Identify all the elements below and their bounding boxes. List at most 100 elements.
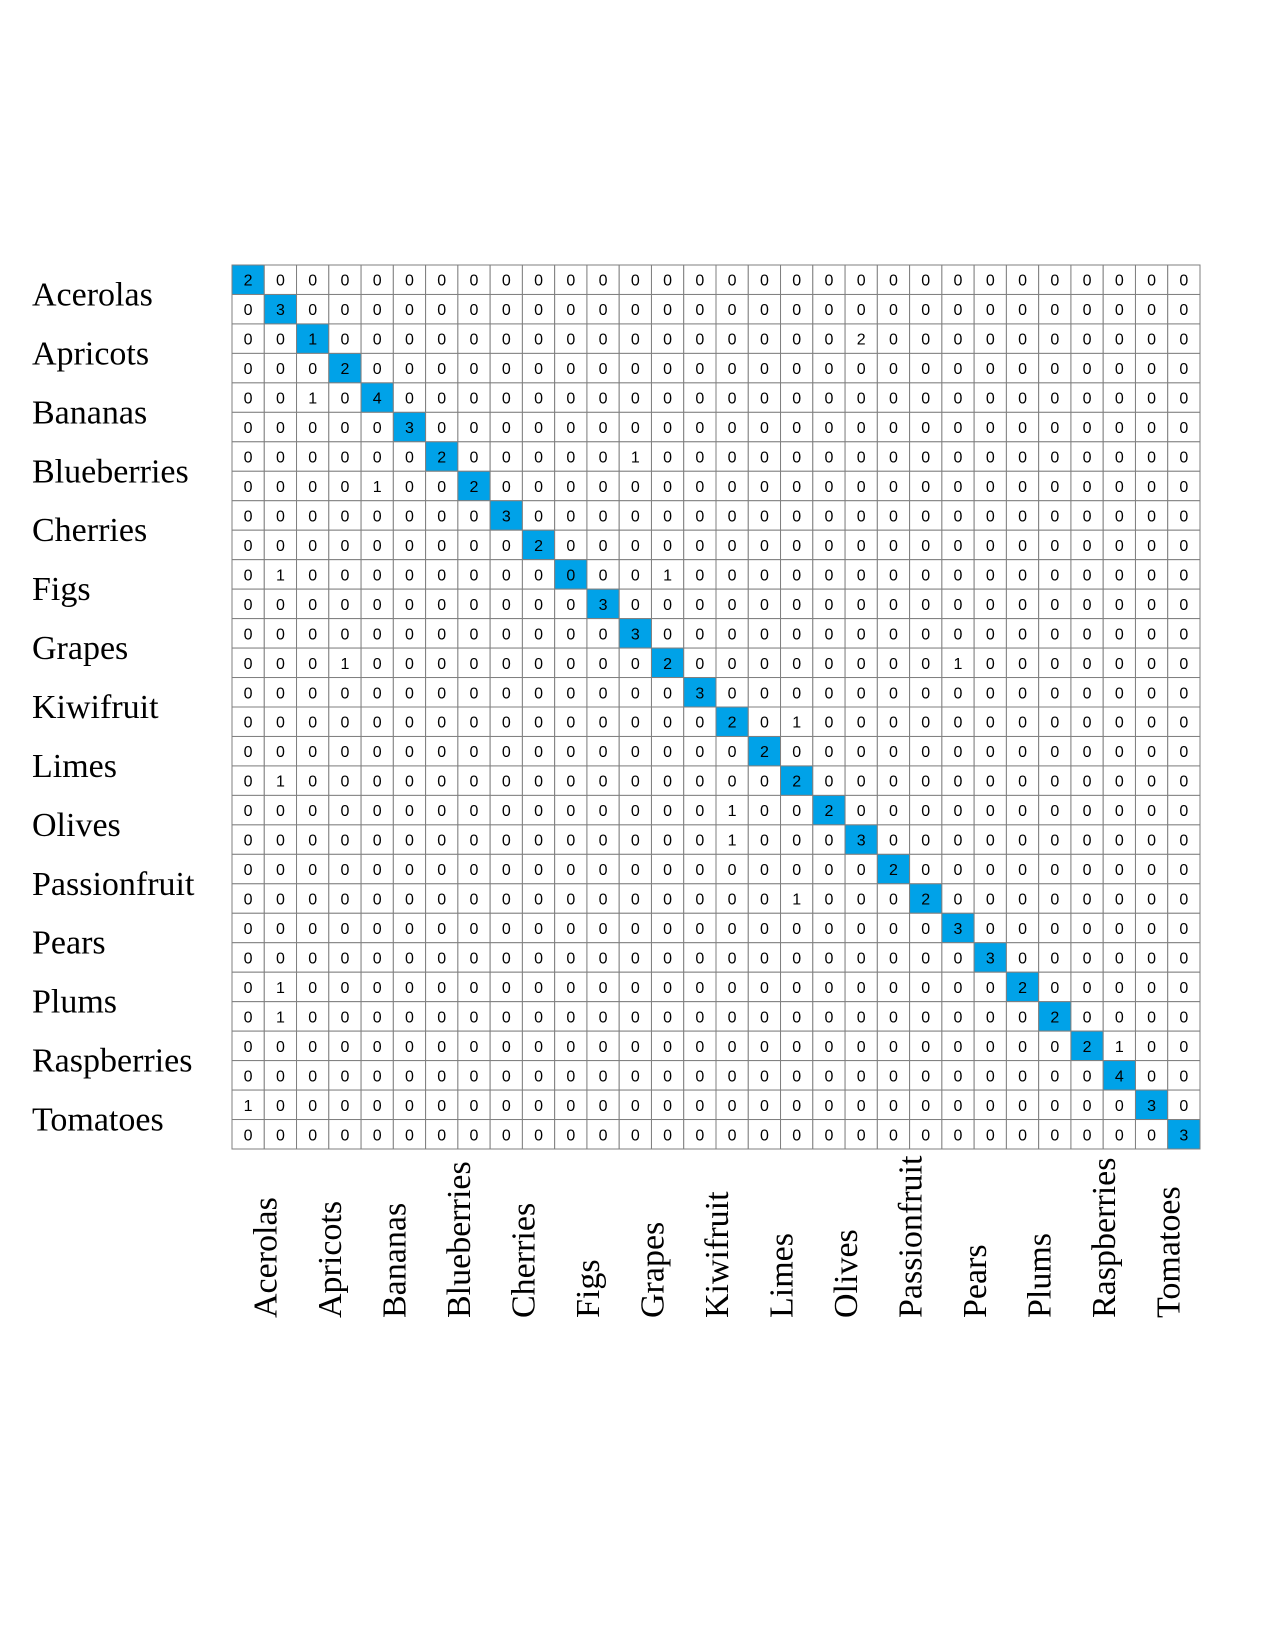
- matrix-cell: [586, 470, 620, 502]
- cell-value: 0: [792, 1068, 801, 1085]
- cell-value: 0: [889, 685, 898, 702]
- cell-value: 0: [1179, 715, 1188, 732]
- column-label: Bananas: [376, 1203, 413, 1318]
- cell-value: 0: [792, 1009, 801, 1026]
- cell-value: 0: [437, 302, 446, 319]
- cell-value: 0: [695, 1127, 704, 1144]
- matrix-cell: [586, 559, 620, 590]
- cell-value: 0: [889, 538, 898, 555]
- cell-value: 0: [792, 685, 801, 702]
- cell-value: 0: [534, 921, 543, 938]
- cell-value: 0: [599, 508, 608, 525]
- matrix-cell: [296, 618, 330, 649]
- cell-value: 0: [760, 921, 769, 938]
- cell-value: 0: [1083, 950, 1092, 967]
- cell-value: 0: [470, 626, 479, 643]
- cell-value: 0: [566, 1068, 575, 1085]
- matrix-cell: [715, 1089, 749, 1121]
- matrix-cell: [909, 618, 943, 649]
- cell-value: 0: [824, 774, 833, 791]
- matrix-cell: [973, 1060, 1007, 1091]
- cell-value: 0: [308, 626, 317, 643]
- cell-value: 0: [1115, 479, 1124, 496]
- cell-value: 0: [663, 980, 672, 997]
- cell-value: 0: [1018, 450, 1027, 467]
- matrix-cell: [1167, 853, 1201, 885]
- cell-value: 0: [308, 567, 317, 584]
- matrix-cell: [489, 706, 523, 737]
- cell-value: 0: [631, 744, 640, 761]
- matrix-cell: [683, 794, 717, 826]
- cell-value: 0: [276, 862, 285, 879]
- cell-value: 0: [1115, 361, 1124, 378]
- matrix-cell: [683, 765, 717, 796]
- cell-value: 2: [244, 273, 253, 290]
- cell-value: 0: [599, 892, 608, 909]
- cell-value: 0: [857, 950, 866, 967]
- matrix-cell: [650, 1089, 685, 1121]
- cell-value: 0: [405, 538, 414, 555]
- matrix-cell: [876, 293, 911, 325]
- cell-value: 0: [405, 950, 414, 967]
- cell-value: 0: [1050, 538, 1059, 555]
- matrix-cell: [844, 264, 878, 295]
- cell-value: 0: [631, 273, 640, 290]
- row-label: Bananas: [32, 394, 147, 431]
- matrix-cell: [650, 264, 685, 295]
- cell-value: 0: [373, 1009, 382, 1026]
- cell-value: 0: [1179, 980, 1188, 997]
- cell-value: 0: [921, 626, 930, 643]
- cell-value: 0: [1083, 862, 1092, 879]
- matrix-cell: [780, 411, 814, 443]
- matrix-cell: [457, 942, 491, 973]
- matrix-cell: [457, 352, 491, 384]
- diagonal-cell: [1070, 1030, 1104, 1062]
- matrix-cell: [715, 677, 749, 708]
- cell-value: 0: [1050, 656, 1059, 673]
- matrix-cell: [780, 735, 814, 767]
- matrix-cell: [489, 765, 523, 796]
- cell-value: 0: [405, 450, 414, 467]
- cell-value: 0: [986, 332, 995, 349]
- cell-value: 0: [405, 567, 414, 584]
- cell-value: 0: [1050, 1098, 1059, 1115]
- matrix-cell: [683, 559, 717, 590]
- cell-value: 0: [566, 921, 575, 938]
- cell-value: 0: [954, 1009, 963, 1026]
- cell-value: 0: [889, 508, 898, 525]
- diagonal-cell: [1167, 1119, 1201, 1150]
- matrix-cell: [586, 706, 620, 737]
- cell-value: 0: [1179, 1009, 1188, 1026]
- cell-value: 0: [1147, 479, 1156, 496]
- matrix-cell: [1134, 1119, 1169, 1150]
- cell-value: 0: [986, 685, 995, 702]
- cell-value: 0: [599, 450, 608, 467]
- cell-value: 0: [437, 950, 446, 967]
- cell-value: 0: [1179, 479, 1188, 496]
- cell-value: 0: [857, 685, 866, 702]
- matrix-cell: [360, 677, 394, 708]
- matrix-cell: [231, 853, 265, 885]
- cell-value: 0: [663, 391, 672, 408]
- cell-value: 0: [824, 508, 833, 525]
- cell-value: 0: [308, 950, 317, 967]
- matrix-cell: [231, 618, 265, 649]
- cell-value: 2: [534, 538, 543, 555]
- matrix-cell: [425, 1060, 459, 1091]
- matrix-cell: [876, 765, 911, 796]
- matrix-cell: [1167, 824, 1201, 855]
- cell-value: 0: [276, 1039, 285, 1056]
- row-label: Pears: [32, 925, 106, 962]
- cell-value: 0: [824, 361, 833, 378]
- cell-value: 0: [470, 1098, 479, 1115]
- cell-value: 0: [760, 715, 769, 732]
- cell-value: 0: [244, 715, 253, 732]
- cell-value: 0: [857, 921, 866, 938]
- cell-value: 0: [663, 774, 672, 791]
- cell-value: 0: [1018, 538, 1027, 555]
- matrix-cell: [392, 323, 427, 354]
- matrix-cell: [457, 1030, 491, 1062]
- cell-value: 0: [502, 361, 511, 378]
- matrix-cell: [1070, 441, 1104, 472]
- cell-value: 0: [857, 862, 866, 879]
